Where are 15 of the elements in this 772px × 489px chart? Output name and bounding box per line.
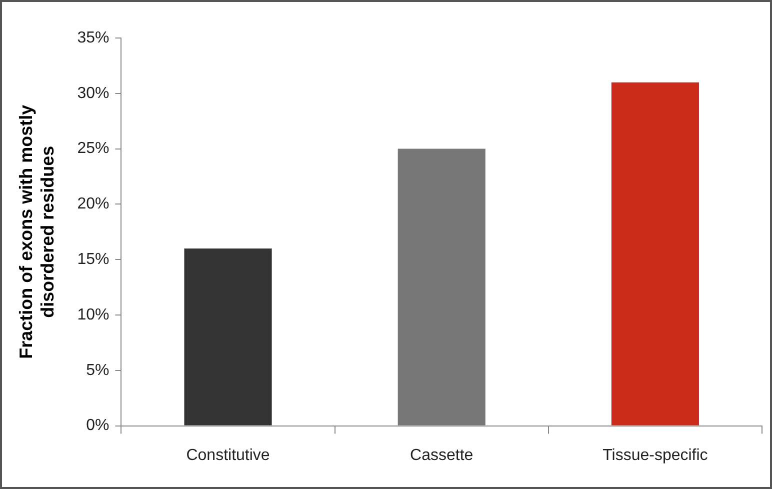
bar xyxy=(184,248,272,426)
x-tick-label: Cassette xyxy=(410,446,474,464)
y-tick-label: 15% xyxy=(77,251,110,268)
y-tick-label: 0% xyxy=(86,417,110,434)
y-tick-label: 10% xyxy=(77,306,110,324)
y-axis-title: Fraction of exons with mostly disordered residues xyxy=(16,104,58,359)
x-tick-label: Constitutive xyxy=(186,446,270,464)
y-tick-label: 30% xyxy=(77,84,110,102)
bar xyxy=(611,82,699,426)
x-tick-label: Tissue-specific xyxy=(602,446,708,464)
y-tick-label: 25% xyxy=(77,140,110,158)
bar xyxy=(398,148,486,426)
y-tick-label: 35% xyxy=(77,29,110,46)
y-tick-label: 5% xyxy=(86,362,110,379)
y-tick-label: 20% xyxy=(77,196,110,213)
